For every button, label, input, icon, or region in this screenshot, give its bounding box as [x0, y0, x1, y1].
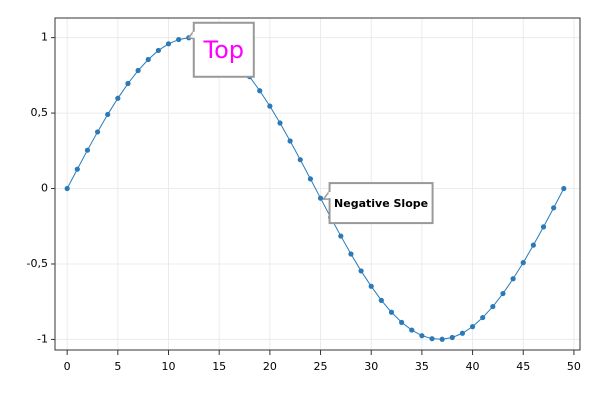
- data-point: [500, 290, 506, 297]
- data-point: [165, 41, 172, 47]
- data-point: [429, 336, 435, 342]
- data-point: [419, 333, 425, 339]
- x-tick-label: 15: [212, 360, 226, 373]
- x-tick-label: 50: [567, 360, 581, 373]
- callout-text: Top: [203, 36, 245, 64]
- data-point: [115, 95, 121, 101]
- data-point: [490, 303, 496, 310]
- y-tick-label: 0: [41, 182, 48, 195]
- callout-mask: [328, 192, 332, 199]
- data-point: [135, 67, 141, 74]
- data-point: [551, 205, 557, 211]
- x-tick-label: 25: [314, 360, 328, 373]
- x-tick-label: 20: [263, 360, 277, 373]
- y-tick-label: -0,5: [27, 257, 48, 270]
- data-point: [338, 233, 344, 239]
- data-point: [540, 224, 547, 230]
- data-point: [105, 111, 111, 118]
- y-tick-label: 1: [41, 31, 48, 44]
- callout-text: Negative Slope: [334, 197, 428, 210]
- x-tick-label: 0: [64, 360, 71, 373]
- data-point: [145, 56, 151, 63]
- data-point: [176, 36, 182, 43]
- callout-pointer: [187, 30, 195, 40]
- data-point: [378, 297, 384, 303]
- data-point: [307, 176, 314, 182]
- data-point: [480, 314, 486, 321]
- data-point: [267, 103, 273, 109]
- data-point: [125, 80, 131, 87]
- data-point: [84, 147, 91, 153]
- data-point: [530, 242, 536, 248]
- callout-box: [328, 182, 434, 225]
- x-tick-label: 35: [415, 360, 429, 373]
- y-tick-label: 0,5: [31, 106, 49, 119]
- data-point: [388, 309, 395, 315]
- data-point: [510, 276, 516, 282]
- data-point: [257, 88, 263, 94]
- callout-mask: [192, 31, 196, 38]
- y-tick-label: -1: [37, 332, 48, 345]
- data-point: [439, 336, 445, 342]
- x-tick-label: 5: [114, 360, 121, 373]
- data-point: [317, 195, 324, 201]
- data-point: [287, 138, 293, 144]
- data-point: [348, 251, 354, 257]
- plot-frame: [54, 17, 581, 351]
- x-tick-label: 10: [162, 360, 176, 373]
- data-point: [155, 47, 161, 54]
- data-point: [409, 327, 415, 333]
- data-point: [520, 260, 526, 266]
- x-tick-label: 30: [364, 360, 378, 373]
- data-point: [297, 157, 303, 163]
- data-point: [469, 324, 476, 330]
- data-point: [399, 319, 405, 325]
- data-point: [94, 129, 101, 135]
- data-point: [74, 166, 80, 172]
- data-point: [277, 120, 283, 126]
- x-tick-label: 40: [466, 360, 480, 373]
- data-point: [459, 330, 466, 336]
- x-tick-label: 45: [516, 360, 530, 373]
- plot-frame: [54, 17, 581, 351]
- data-point: [358, 268, 364, 274]
- data-point: [368, 283, 374, 289]
- callout-box: [192, 21, 255, 78]
- data-point: [64, 185, 70, 192]
- callout-pointer: [322, 190, 331, 200]
- data-point: [449, 334, 455, 341]
- data-point: [561, 185, 567, 192]
